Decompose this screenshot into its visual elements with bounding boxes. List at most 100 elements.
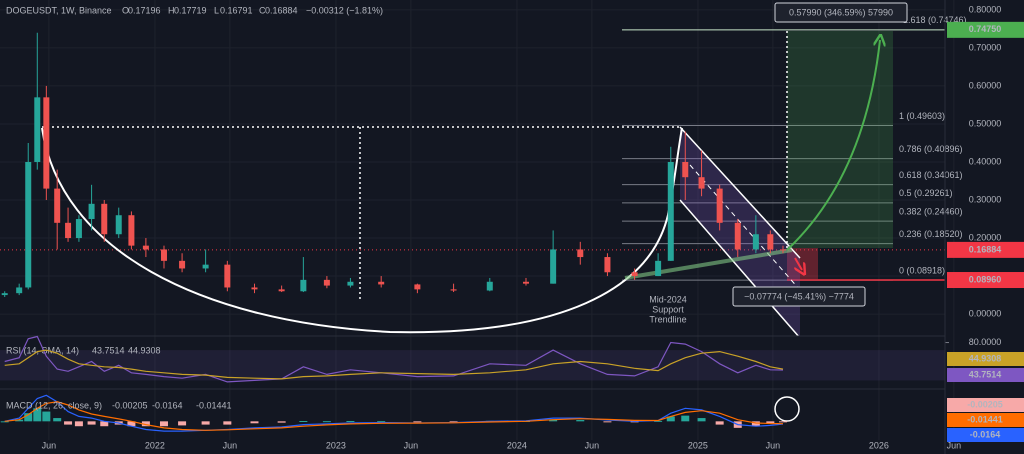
rsi-tag-label: 44.9308 [969,353,1002,363]
macd-histogram-bar [715,421,724,425]
macd-histogram-bar [250,421,259,424]
macd-tag [947,398,1024,412]
macd-histogram-bar [576,420,585,422]
target-box [774,2,908,23]
price-tag [947,272,1024,289]
macd-histogram-bar [779,421,788,423]
candle-body [716,188,723,223]
candle-body [75,219,82,239]
candle-body [767,234,774,250]
stop-box [732,286,866,307]
fib-label: 0 (0.08918) [899,266,945,276]
ohlc-value: 0.17196 [128,5,161,15]
candle-body [486,281,493,291]
macd-histogram-bar [159,421,168,427]
rsi-tag [947,352,1024,366]
candle-body [251,287,258,290]
candle-body [550,249,557,284]
candle-body [115,215,122,235]
macd-histogram-bar [299,421,308,423]
macd-histogram-bar [751,421,760,427]
candle-body [65,222,72,239]
x-tick-label: 2025 [688,440,708,450]
fib-label: 0.5 (0.29261) [899,188,953,198]
x-tick-label: Jun [947,440,962,450]
x-tick-label: Jun [223,440,238,450]
ohlc-key: H [168,5,175,15]
macd-histogram-bar [42,411,51,422]
trendline-label: Support [652,304,684,314]
ohlc-key: O [122,5,129,15]
x-tick-label: Jun [404,440,419,450]
macd-tag [947,413,1024,427]
drawings [41,31,893,336]
stop-label: −0.07774 (−45.41%) −7774 [744,291,854,301]
macd-tag [947,428,1024,442]
rsi-line [4,335,784,383]
ohlc-key: C [259,5,266,15]
x-tick-label: Jun [42,440,57,450]
candle-body [682,161,689,178]
candle-body [278,289,285,292]
candle-body [604,257,611,273]
macd-line [4,394,784,432]
macd-histogram-bar [223,421,232,425]
macd-header-value: -0.00205 [112,400,148,410]
rsi-line [4,349,784,380]
macd-histogram-bar [53,418,62,422]
macd-histogram-bar [100,421,109,427]
fib-label: 0.382 (0.24460) [899,206,963,216]
channel-top [679,126,801,259]
ohlc-value: 0.16791 [220,5,253,15]
macd-histogram-bar [64,421,73,425]
candle-body [631,272,638,277]
stop-arrow [795,257,802,270]
macd-histogram-bar [549,419,558,422]
candle-body [734,222,741,250]
macd-tag-label: -0.0164 [970,429,1001,439]
target-label: 0.57990 (346.59%) 57990 [789,7,893,17]
ohlc-value: 0.16884 [265,5,298,15]
macd-histogram-bar [127,421,136,427]
macd-histogram-bar [201,421,210,425]
candle-body [54,188,61,223]
candle-body [142,245,149,250]
candle-body [1,293,8,296]
trendline-label: Mid-2024 [649,294,687,304]
candle-body [179,260,186,269]
fib-label: 1.618 (0.74746) [903,15,967,25]
fib-label: 0.236 (0.18520) [899,229,963,239]
macd-histogram-bar [87,421,96,425]
y-tick-label: 0.20000 [969,232,1002,242]
macd-histogram-bar [15,419,24,422]
candle-body [698,177,705,189]
x-tick-label: Jun [585,440,600,450]
macd-histogram-bar [449,421,458,423]
candle-body [450,289,457,291]
y-tick-label: 0.50000 [969,118,1002,128]
macd-histogram-bar [681,415,690,422]
y-tick-label: 0.60000 [969,80,1002,90]
channel-mid [689,164,801,291]
candle-body [88,203,95,220]
rsi-tick-label: 80.0000 [969,337,1002,347]
macd-tag-label: -0.00205 [967,399,1003,409]
macd-histogram-bar [74,421,83,427]
macd-header-value: -0.01441 [196,400,232,410]
x-tick-label: Jun [766,440,781,450]
macd-histogram-bar [697,418,706,422]
ohlc-value: 0.17719 [174,5,207,15]
candle-body [655,260,662,277]
macd-histogram-bar [322,421,331,423]
macd-histogram-bar [603,421,612,423]
ohlc-key: L [214,5,219,15]
candle-body [25,161,32,288]
trendline-label: Trendline [649,314,686,324]
candle-body [780,249,787,251]
candle-body [577,249,584,258]
macd-histogram-bar [33,408,42,422]
x-tick-label: 2022 [145,440,165,450]
macd-histogram-bar [141,421,150,427]
